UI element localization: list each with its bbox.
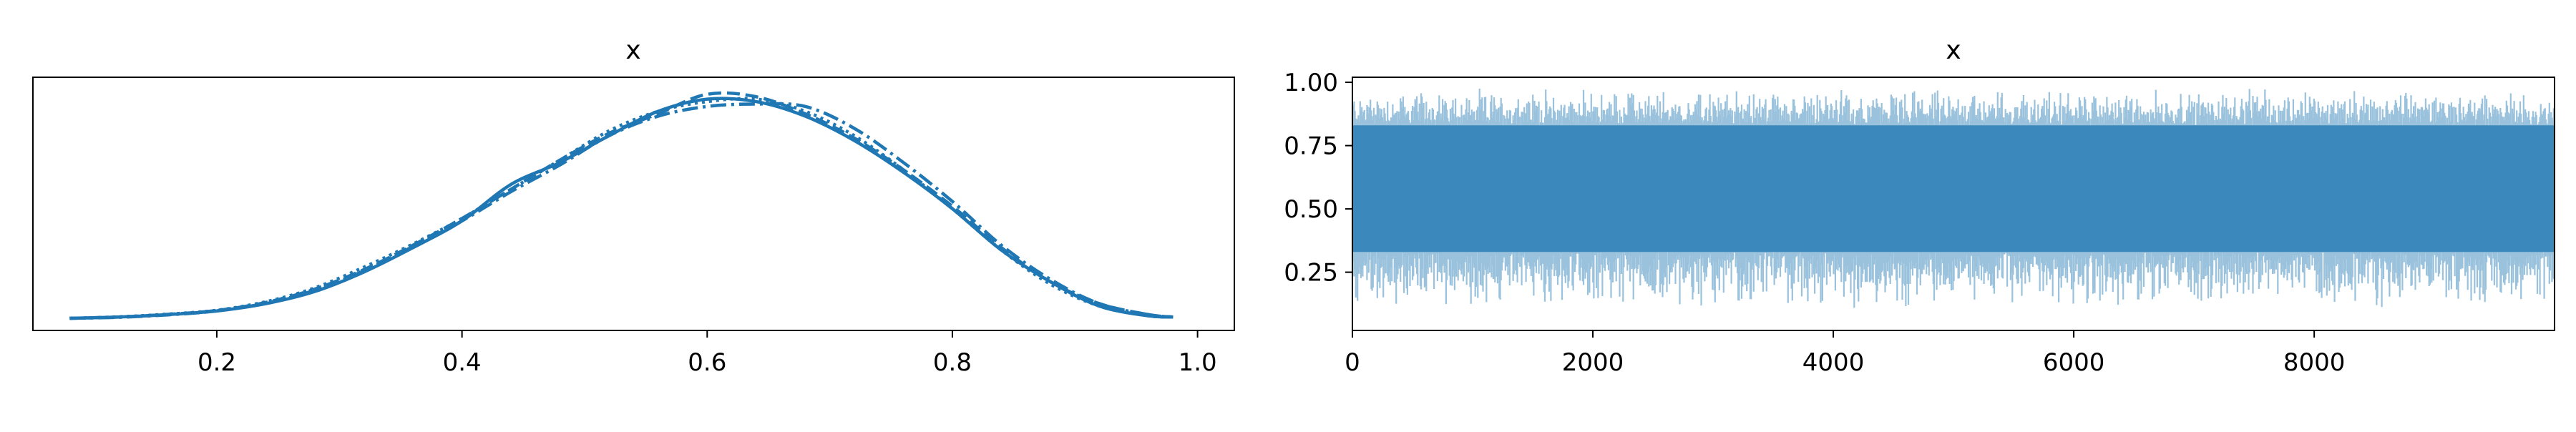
density-panel: x 0.2 0.4 0.6 0.8 1.0 — [32, 36, 1235, 377]
trace-axes-frame — [1352, 77, 2555, 331]
density-x-tick-label: 0.2 — [197, 348, 236, 377]
density-line-dashdot — [69, 102, 1174, 320]
density-x-axis: 0.2 0.4 0.6 0.8 1.0 — [197, 330, 1217, 377]
trace-y-tick-label: 0.50 — [1284, 195, 1338, 224]
trace-samples — [1352, 88, 2555, 308]
density-line-dotted — [69, 97, 1174, 320]
density-title: x — [625, 36, 640, 65]
density-x-tick-label: 1.0 — [1179, 348, 1217, 377]
density-x-tick-label: 0.6 — [688, 348, 726, 377]
density-x-tick-label: 0.4 — [443, 348, 482, 377]
trace-y-tick-label: 1.00 — [1284, 69, 1338, 97]
trace-title: x — [1946, 36, 1961, 65]
trace-x-tick-label: 0 — [1345, 348, 1360, 377]
trace-x-tick-label: 6000 — [2043, 348, 2105, 377]
density-series-group — [69, 91, 1174, 320]
trace-x-tick-label: 2000 — [1562, 348, 1624, 377]
trace-y-tick-label: 0.25 — [1284, 259, 1338, 288]
density-axes-frame — [32, 77, 1235, 331]
trace-x-axis: 0 2000 4000 6000 8000 — [1345, 330, 2345, 377]
trace-y-tick-label: 0.75 — [1284, 132, 1338, 161]
trace-series-group — [1352, 88, 2555, 308]
trace-x-tick-label: 4000 — [1802, 348, 1865, 377]
trace-panel: x 0 2000 4000 6000 8000 0.25 0.50 0.75 1.00 — [1284, 36, 2555, 377]
density-x-tick-label: 0.8 — [933, 348, 972, 377]
trace-band — [1352, 125, 2555, 252]
trace-y-axis: 0.25 0.50 0.75 1.00 — [1284, 69, 1352, 288]
trace-x-tick-label: 8000 — [2283, 348, 2346, 377]
